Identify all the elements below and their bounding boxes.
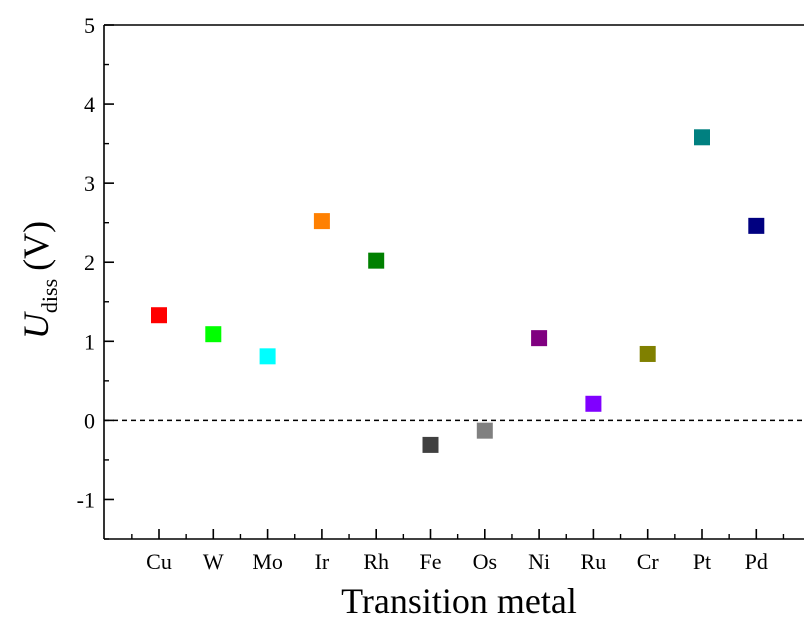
svg-text:Udiss(V): Udiss (V) (16, 221, 62, 339)
data-point-os (476, 422, 493, 439)
y-tick-label: 1 (84, 329, 95, 354)
data-point-mo (259, 348, 276, 365)
labels: Transition metal Udiss (V) (16, 221, 577, 621)
y-tick-label: 4 (84, 92, 95, 117)
x-tick-label: Fe (420, 549, 442, 574)
data-point-cr (639, 345, 656, 362)
y-axis-label-subscript: diss (37, 279, 62, 313)
y-tick-label: 2 (84, 250, 95, 275)
y-tick-label: -1 (77, 487, 95, 512)
x-tick-label: Pd (745, 549, 768, 574)
x-tick-label: Ni (528, 549, 550, 574)
y-tick-label: 5 (84, 13, 95, 38)
data-marks (151, 129, 765, 453)
data-point-pt (694, 129, 710, 146)
x-tick-label: Cr (637, 549, 660, 574)
data-point-ru (585, 395, 602, 412)
data-point-ir (313, 213, 330, 230)
x-tick-label: Rh (363, 549, 389, 574)
data-point-fe (422, 436, 439, 453)
y-axis-label-symbol: U (16, 311, 56, 339)
data-point-w (205, 326, 222, 343)
x-tick-label: Ir (315, 549, 330, 574)
x-tick-label: Os (473, 549, 497, 574)
y-tick-label: 3 (84, 171, 95, 196)
data-point-pd (748, 217, 765, 234)
y-axis-label-unit: (V) (16, 221, 56, 271)
data-point-cu (151, 307, 167, 324)
data-point-ni (531, 330, 548, 347)
y-axis-label: Udiss (V) (16, 221, 62, 339)
x-tick-label: Pt (693, 549, 711, 574)
x-axis-label: Transition metal (341, 581, 577, 619)
x-tick-label: Mo (252, 549, 283, 574)
y-tick-label: 0 (84, 408, 95, 433)
x-tick-label: W (203, 549, 224, 574)
data-point-rh (368, 252, 385, 269)
x-tick-label: Ru (581, 549, 607, 574)
x-tick-label: Cu (146, 549, 172, 574)
axes: -1 0 1 2 3 4 5 Cu W Mo Ir Rh Fe Os Ni Ru Cr Pt Pd (77, 13, 804, 574)
